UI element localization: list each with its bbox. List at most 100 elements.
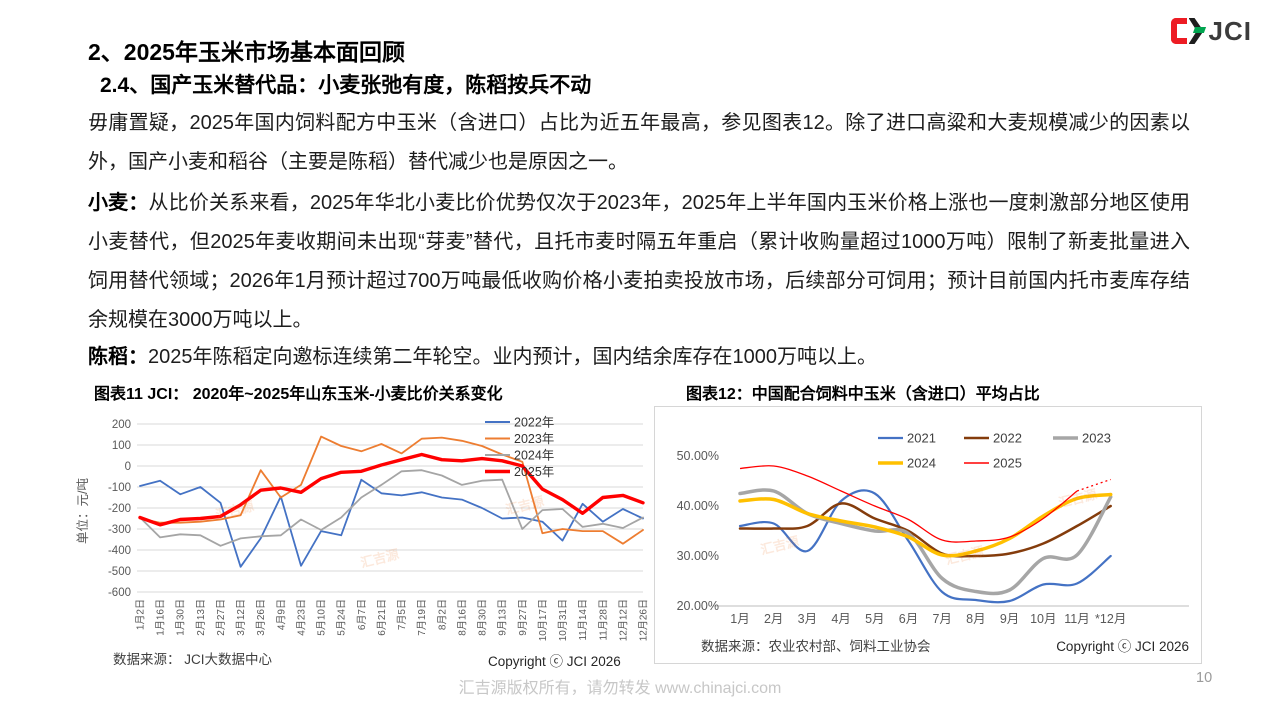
- chart11-series-2025年: [138, 452, 645, 527]
- chart11-x-axis: 1月2日 1月16日 1月30日 2月13日 2月27日 3月12日 3月26日 4月9日 4月…: [135, 599, 650, 641]
- svg-text:5月10日: 5月10日: [316, 599, 328, 636]
- svg-text:1月: 1月: [730, 612, 749, 626]
- chart12-series-2025: [739, 465, 1078, 543]
- svg-text:20.00%: 20.00%: [677, 599, 719, 613]
- svg-text:10月: 10月: [1030, 612, 1056, 626]
- svg-text:2022年: 2022年: [514, 416, 554, 430]
- svg-text:10月31日: 10月31日: [557, 599, 569, 641]
- svg-text:7月: 7月: [932, 612, 951, 626]
- chart11-series-2022年: [139, 478, 644, 568]
- jci-logo-red-bracket-icon: [1170, 18, 1187, 44]
- svg-text:-200: -200: [108, 503, 131, 515]
- paragraph-wheat: 小麦：从比价关系来看，2025年华北小麦比价优势仅次于2023年，2025年上半…: [88, 184, 1190, 340]
- svg-text:1月30日: 1月30日: [175, 599, 187, 636]
- chart12-x-axis: 1月 2月 3月 4月 5月 6月 7月 8月 9月 10月 11月 *12月: [730, 612, 1126, 626]
- chart12-title: 图表12：中国配合饲料中玉米（含进口）平均占比: [686, 386, 1040, 403]
- chart11-source: 数据来源： JCI大数据中心: [113, 652, 273, 667]
- chart12-copyright: Copyright ⓒ JCI 2026: [1056, 639, 1189, 654]
- paragraph-wheat-lead: 小麦：: [88, 192, 149, 214]
- svg-text:9月27日: 9月27日: [517, 599, 529, 636]
- svg-text:6月7日: 6月7日: [356, 599, 368, 630]
- chart11-series-2023年: [139, 435, 644, 545]
- svg-text:-300: -300: [108, 524, 131, 536]
- svg-text:11月28日: 11月28日: [597, 599, 609, 641]
- jci-logo: JCI: [1170, 14, 1252, 48]
- svg-text:2月27日: 2月27日: [215, 599, 227, 636]
- svg-text:2021: 2021: [907, 431, 936, 446]
- svg-text:2024: 2024: [907, 456, 936, 471]
- paragraph-rice: 陈稻：2025年陈稻定向邀标连续第二年轮空。业内预计，国内结余库存在1000万吨…: [88, 338, 1190, 377]
- svg-text:7月19日: 7月19日: [416, 599, 428, 636]
- svg-text:10月17日: 10月17日: [537, 599, 549, 641]
- svg-text:9月13日: 9月13日: [497, 599, 509, 636]
- svg-text:2025: 2025: [993, 456, 1022, 471]
- chart12-legend: 2021 2022 2023 2024 2025: [878, 431, 1111, 471]
- svg-text:1月2日: 1月2日: [135, 599, 147, 630]
- svg-text:2024年: 2024年: [514, 449, 554, 463]
- svg-text:8月16日: 8月16日: [456, 599, 468, 636]
- svg-text:2023: 2023: [1082, 431, 1111, 446]
- chart12-series-2021: [738, 489, 1112, 604]
- paragraph-intro-text: 毋庸置疑，2025年国内饲料配方中玉米（含进口）占比为近五年最高，参见图表12。…: [88, 112, 1190, 173]
- chart11-copyright: Copyright ⓒ JCI 2026: [488, 654, 621, 669]
- chart11-title: 图表11 JCI： 2020年~2025年山东玉米-小麦比价关系变化: [94, 386, 503, 403]
- svg-text:50.00%: 50.00%: [677, 449, 719, 463]
- svg-text:30.00%: 30.00%: [677, 549, 719, 563]
- paragraph-intro: 毋庸置疑，2025年国内饲料配方中玉米（含进口）占比为近五年最高，参见图表12。…: [88, 104, 1190, 182]
- jci-logo-green-accent-icon: [1192, 27, 1207, 33]
- svg-text:8月2日: 8月2日: [436, 599, 448, 630]
- svg-text:8月30日: 8月30日: [477, 599, 489, 636]
- chart11-series: [138, 435, 645, 568]
- chart12-y-axis: 50.00% 40.00% 30.00% 20.00%: [677, 449, 719, 613]
- svg-text:12月26日: 12月26日: [638, 599, 650, 641]
- svg-text:1月16日: 1月16日: [155, 599, 167, 636]
- svg-text:40.00%: 40.00%: [677, 499, 719, 513]
- chart11-canvas: 200 100 0 -100 -200 -300 -400 -500 -600 1月2日 1月16日…: [108, 416, 650, 642]
- chart11-legend: 2022年 2023年 2024年 2025年: [485, 416, 554, 479]
- svg-text:5月24日: 5月24日: [336, 599, 348, 636]
- svg-text:11月14日: 11月14日: [577, 599, 589, 641]
- chart12-canvas: 50.00% 40.00% 30.00% 20.00% 1月 2月 3月 4月 5月 6月 7月 8月…: [677, 431, 1189, 626]
- svg-text:2022: 2022: [993, 431, 1022, 446]
- svg-text:4月9日: 4月9日: [275, 599, 287, 630]
- svg-text:4月23日: 4月23日: [296, 599, 308, 636]
- svg-text:0: 0: [125, 461, 131, 473]
- svg-text:5月: 5月: [865, 612, 884, 626]
- svg-text:2025年: 2025年: [514, 465, 554, 479]
- chart11-series-2024年: [139, 469, 644, 547]
- chart12-series: [738, 465, 1113, 604]
- footer-copyright: 汇吉源版权所有，请勿转发 www.chinajci.com: [458, 680, 782, 697]
- svg-text:6月21日: 6月21日: [376, 599, 388, 636]
- svg-text:8月: 8月: [966, 612, 985, 626]
- chart12-series-2022: [738, 502, 1112, 558]
- svg-text:100: 100: [112, 440, 131, 452]
- paragraph-wheat-text: 从比价关系来看，2025年华北小麦比价优势仅次于2023年，2025年上半年国内…: [88, 192, 1190, 331]
- svg-text:*12月: *12月: [1095, 612, 1126, 626]
- paragraph-rice-lead: 陈稻：: [88, 346, 148, 368]
- svg-text:12月12日: 12月12日: [617, 599, 629, 641]
- chart12-frame: 50.00% 40.00% 30.00% 20.00% 1月 2月 3月 4月 5月 6月 7月 8月…: [654, 406, 1202, 664]
- paragraph-rice-text: 2025年陈稻定向邀标连续第二年轮空。业内预计，国内结余库存在1000万吨以上。: [148, 346, 877, 368]
- svg-text:200: 200: [112, 419, 131, 431]
- chart12-series-2025-forecast: [1076, 478, 1111, 492]
- svg-text:-400: -400: [108, 545, 131, 557]
- svg-text:9月: 9月: [1000, 612, 1019, 626]
- svg-text:4月: 4月: [831, 612, 850, 626]
- svg-text:-600: -600: [108, 587, 131, 599]
- svg-text:3月26日: 3月26日: [255, 599, 267, 636]
- svg-text:-100: -100: [108, 482, 131, 494]
- svg-text:3月: 3月: [798, 612, 817, 626]
- section-subtitle: 2.4、国产玉米替代品：小麦张弛有度，陈稻按兵不动: [100, 74, 592, 97]
- svg-text:-500: -500: [108, 566, 131, 578]
- svg-text:11月: 11月: [1064, 612, 1089, 626]
- page-title: 2、2025年玉米市场基本面回顾: [88, 39, 405, 65]
- svg-text:2023年: 2023年: [514, 432, 554, 446]
- svg-text:3月12日: 3月12日: [235, 599, 247, 636]
- svg-text:2月13日: 2月13日: [195, 599, 207, 636]
- svg-text:7月5日: 7月5日: [396, 599, 408, 630]
- chart12-source: 数据来源：农业农村部、饲料工业协会: [701, 639, 931, 654]
- jci-logo-text: JCI: [1208, 15, 1252, 46]
- svg-text:6月: 6月: [899, 612, 918, 626]
- page-number: 10: [1196, 670, 1213, 686]
